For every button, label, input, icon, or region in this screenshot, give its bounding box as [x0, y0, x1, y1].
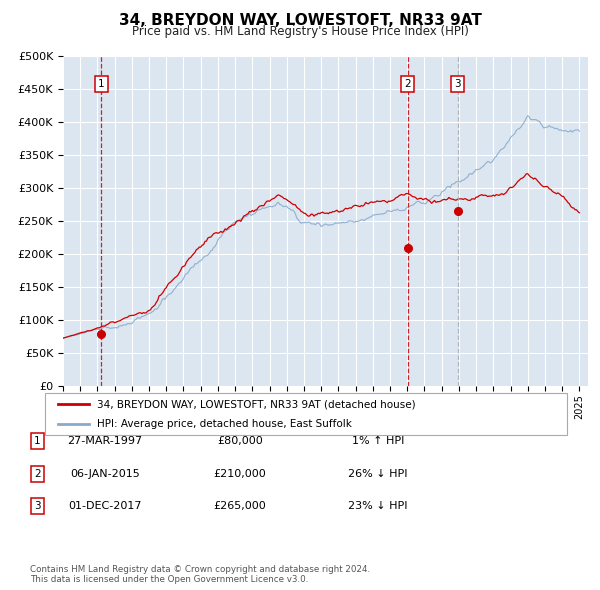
- Text: 2: 2: [404, 79, 411, 89]
- Text: 1: 1: [98, 79, 104, 89]
- Text: 3: 3: [34, 502, 41, 511]
- Text: 01-DEC-2017: 01-DEC-2017: [68, 502, 142, 511]
- Text: £210,000: £210,000: [214, 469, 266, 478]
- Text: 2: 2: [34, 469, 41, 478]
- Text: 06-JAN-2015: 06-JAN-2015: [70, 469, 140, 478]
- Text: Price paid vs. HM Land Registry's House Price Index (HPI): Price paid vs. HM Land Registry's House …: [131, 25, 469, 38]
- Text: £265,000: £265,000: [214, 502, 266, 511]
- Text: £80,000: £80,000: [217, 437, 263, 446]
- Text: 1: 1: [34, 437, 41, 446]
- Text: 34, BREYDON WAY, LOWESTOFT, NR33 9AT (detached house): 34, BREYDON WAY, LOWESTOFT, NR33 9AT (de…: [97, 399, 416, 409]
- Text: 23% ↓ HPI: 23% ↓ HPI: [348, 502, 408, 511]
- Text: 3: 3: [454, 79, 461, 89]
- Text: 34, BREYDON WAY, LOWESTOFT, NR33 9AT: 34, BREYDON WAY, LOWESTOFT, NR33 9AT: [119, 13, 481, 28]
- Text: HPI: Average price, detached house, East Suffolk: HPI: Average price, detached house, East…: [97, 419, 352, 429]
- Text: 26% ↓ HPI: 26% ↓ HPI: [348, 469, 408, 478]
- Text: Contains HM Land Registry data © Crown copyright and database right 2024.
This d: Contains HM Land Registry data © Crown c…: [30, 565, 370, 584]
- Text: 1% ↑ HPI: 1% ↑ HPI: [352, 437, 404, 446]
- Text: 27-MAR-1997: 27-MAR-1997: [67, 437, 143, 446]
- FancyBboxPatch shape: [45, 393, 567, 435]
